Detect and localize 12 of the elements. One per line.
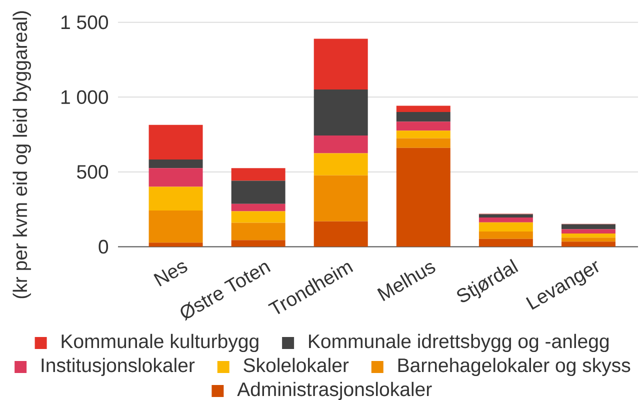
y-tick-label: 0 bbox=[98, 240, 108, 254]
legend-label: Institusjonslokaler bbox=[42, 358, 195, 376]
y-axis-title: (kr per kvm eid og leid byggareal) bbox=[12, 11, 31, 298]
legend-label: Barnehagelokaler og skyss bbox=[398, 358, 630, 376]
legend-label: Skolelokaler bbox=[244, 358, 349, 372]
legend-label: Kommunale kulturbygg bbox=[62, 334, 258, 352]
y-tick-label: 500 bbox=[77, 165, 108, 179]
legend-label: Administrasjonslokaler bbox=[237, 382, 432, 400]
legend-label: Kommunale idrettsbygg og -anlegg bbox=[309, 334, 609, 352]
y-tick-label: 1 500 bbox=[61, 15, 108, 30]
y-tick-label: 1 000 bbox=[61, 90, 108, 104]
x-tick-label: Nes bbox=[154, 262, 188, 286]
